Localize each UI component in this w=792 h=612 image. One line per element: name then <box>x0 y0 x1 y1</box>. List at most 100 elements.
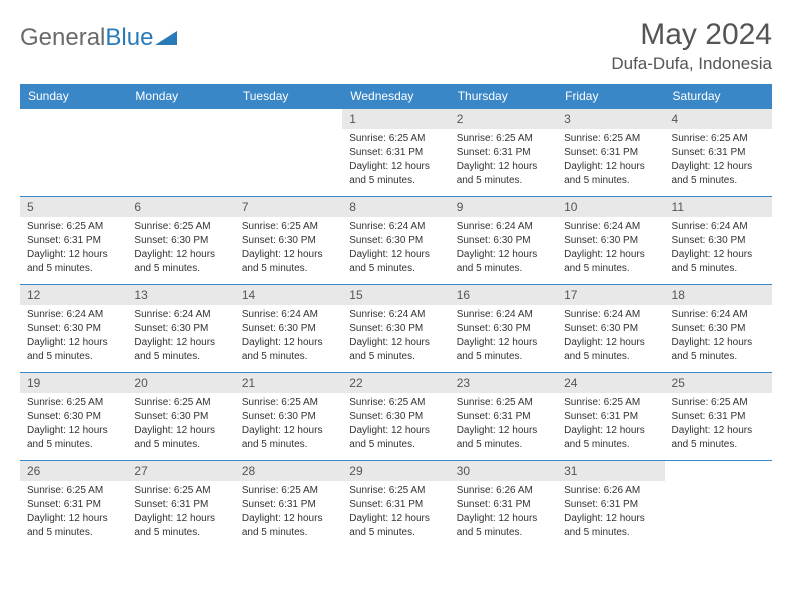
weekday-header-row: Sunday Monday Tuesday Wednesday Thursday… <box>20 84 772 108</box>
sunrise-text: Sunrise: 6:25 AM <box>672 132 765 146</box>
day-info: Sunrise: 6:25 AMSunset: 6:30 PMDaylight:… <box>342 393 449 452</box>
sunset-text: Sunset: 6:30 PM <box>672 234 765 248</box>
daylight-text: Daylight: 12 hours and 5 minutes. <box>672 336 765 364</box>
sunset-text: Sunset: 6:30 PM <box>242 234 335 248</box>
day-number: 17 <box>557 285 664 305</box>
day-info: Sunrise: 6:25 AMSunset: 6:30 PMDaylight:… <box>127 393 234 452</box>
daylight-text: Daylight: 12 hours and 5 minutes. <box>672 248 765 276</box>
calendar-day-cell: 23Sunrise: 6:25 AMSunset: 6:31 PMDayligh… <box>450 372 557 460</box>
day-info: Sunrise: 6:24 AMSunset: 6:30 PMDaylight:… <box>127 305 234 364</box>
day-info: Sunrise: 6:25 AMSunset: 6:31 PMDaylight:… <box>342 481 449 540</box>
daylight-text: Daylight: 12 hours and 5 minutes. <box>457 424 550 452</box>
calendar-day-cell: 16Sunrise: 6:24 AMSunset: 6:30 PMDayligh… <box>450 284 557 372</box>
header: GeneralBlue May 2024 Dufa-Dufa, Indonesi… <box>20 18 772 74</box>
sunset-text: Sunset: 6:30 PM <box>564 234 657 248</box>
sunset-text: Sunset: 6:31 PM <box>457 498 550 512</box>
day-info: Sunrise: 6:25 AMSunset: 6:31 PMDaylight:… <box>665 129 772 188</box>
calendar-day-cell: 20Sunrise: 6:25 AMSunset: 6:30 PMDayligh… <box>127 372 234 460</box>
day-info: Sunrise: 6:24 AMSunset: 6:30 PMDaylight:… <box>557 305 664 364</box>
weekday-header: Thursday <box>450 84 557 108</box>
sunset-text: Sunset: 6:30 PM <box>27 322 120 336</box>
day-number: 26 <box>20 461 127 481</box>
day-info: Sunrise: 6:25 AMSunset: 6:31 PMDaylight:… <box>557 129 664 188</box>
day-number: 13 <box>127 285 234 305</box>
daylight-text: Daylight: 12 hours and 5 minutes. <box>134 512 227 540</box>
calendar-day-cell: 6Sunrise: 6:25 AMSunset: 6:30 PMDaylight… <box>127 196 234 284</box>
weekday-header: Tuesday <box>235 84 342 108</box>
sunrise-text: Sunrise: 6:24 AM <box>134 308 227 322</box>
calendar-day-cell <box>20 108 127 196</box>
daylight-text: Daylight: 12 hours and 5 minutes. <box>564 248 657 276</box>
sunrise-text: Sunrise: 6:25 AM <box>564 396 657 410</box>
sunset-text: Sunset: 6:30 PM <box>564 322 657 336</box>
day-number: 4 <box>665 109 772 129</box>
sunrise-text: Sunrise: 6:25 AM <box>349 484 442 498</box>
sunrise-text: Sunrise: 6:25 AM <box>564 132 657 146</box>
sunset-text: Sunset: 6:31 PM <box>564 146 657 160</box>
calendar-day-cell <box>127 108 234 196</box>
day-info: Sunrise: 6:25 AMSunset: 6:31 PMDaylight:… <box>450 129 557 188</box>
calendar-day-cell: 19Sunrise: 6:25 AMSunset: 6:30 PMDayligh… <box>20 372 127 460</box>
day-number: 11 <box>665 197 772 217</box>
sunset-text: Sunset: 6:31 PM <box>242 498 335 512</box>
calendar-day-cell: 4Sunrise: 6:25 AMSunset: 6:31 PMDaylight… <box>665 108 772 196</box>
calendar-day-cell: 1Sunrise: 6:25 AMSunset: 6:31 PMDaylight… <box>342 108 449 196</box>
day-number: 6 <box>127 197 234 217</box>
calendar-day-cell: 21Sunrise: 6:25 AMSunset: 6:30 PMDayligh… <box>235 372 342 460</box>
daylight-text: Daylight: 12 hours and 5 minutes. <box>242 512 335 540</box>
sunrise-text: Sunrise: 6:25 AM <box>242 396 335 410</box>
sunset-text: Sunset: 6:30 PM <box>457 322 550 336</box>
day-info: Sunrise: 6:25 AMSunset: 6:31 PMDaylight:… <box>450 393 557 452</box>
weekday-header: Wednesday <box>342 84 449 108</box>
calendar-day-cell <box>235 108 342 196</box>
day-number: 20 <box>127 373 234 393</box>
calendar-day-cell: 11Sunrise: 6:24 AMSunset: 6:30 PMDayligh… <box>665 196 772 284</box>
daylight-text: Daylight: 12 hours and 5 minutes. <box>349 424 442 452</box>
daylight-text: Daylight: 12 hours and 5 minutes. <box>672 160 765 188</box>
sunset-text: Sunset: 6:30 PM <box>134 322 227 336</box>
day-info: Sunrise: 6:24 AMSunset: 6:30 PMDaylight:… <box>665 305 772 364</box>
weekday-header: Monday <box>127 84 234 108</box>
daylight-text: Daylight: 12 hours and 5 minutes. <box>349 336 442 364</box>
logo-text-blue: Blue <box>105 24 177 52</box>
calendar-week-row: 26Sunrise: 6:25 AMSunset: 6:31 PMDayligh… <box>20 460 772 548</box>
day-info: Sunrise: 6:25 AMSunset: 6:30 PMDaylight:… <box>20 393 127 452</box>
month-title: May 2024 <box>611 18 772 52</box>
sunrise-text: Sunrise: 6:24 AM <box>349 308 442 322</box>
day-info: Sunrise: 6:24 AMSunset: 6:30 PMDaylight:… <box>665 217 772 276</box>
calendar-day-cell: 8Sunrise: 6:24 AMSunset: 6:30 PMDaylight… <box>342 196 449 284</box>
calendar-week-row: 1Sunrise: 6:25 AMSunset: 6:31 PMDaylight… <box>20 108 772 196</box>
daylight-text: Daylight: 12 hours and 5 minutes. <box>349 160 442 188</box>
calendar-day-cell: 2Sunrise: 6:25 AMSunset: 6:31 PMDaylight… <box>450 108 557 196</box>
sunrise-text: Sunrise: 6:25 AM <box>457 132 550 146</box>
daylight-text: Daylight: 12 hours and 5 minutes. <box>564 424 657 452</box>
day-number: 8 <box>342 197 449 217</box>
daylight-text: Daylight: 12 hours and 5 minutes. <box>457 512 550 540</box>
title-block: May 2024 Dufa-Dufa, Indonesia <box>611 18 772 74</box>
sunset-text: Sunset: 6:31 PM <box>27 234 120 248</box>
daylight-text: Daylight: 12 hours and 5 minutes. <box>564 512 657 540</box>
calendar-day-cell: 24Sunrise: 6:25 AMSunset: 6:31 PMDayligh… <box>557 372 664 460</box>
daylight-text: Daylight: 12 hours and 5 minutes. <box>457 160 550 188</box>
sunset-text: Sunset: 6:30 PM <box>457 234 550 248</box>
sunset-text: Sunset: 6:30 PM <box>349 410 442 424</box>
sunset-text: Sunset: 6:31 PM <box>672 410 765 424</box>
calendar-day-cell: 7Sunrise: 6:25 AMSunset: 6:30 PMDaylight… <box>235 196 342 284</box>
sunset-text: Sunset: 6:30 PM <box>134 234 227 248</box>
daylight-text: Daylight: 12 hours and 5 minutes. <box>27 424 120 452</box>
calendar-day-cell: 17Sunrise: 6:24 AMSunset: 6:30 PMDayligh… <box>557 284 664 372</box>
calendar-day-cell: 31Sunrise: 6:26 AMSunset: 6:31 PMDayligh… <box>557 460 664 548</box>
sunrise-text: Sunrise: 6:25 AM <box>672 396 765 410</box>
calendar-day-cell: 28Sunrise: 6:25 AMSunset: 6:31 PMDayligh… <box>235 460 342 548</box>
day-number: 31 <box>557 461 664 481</box>
calendar-day-cell: 18Sunrise: 6:24 AMSunset: 6:30 PMDayligh… <box>665 284 772 372</box>
calendar-day-cell: 26Sunrise: 6:25 AMSunset: 6:31 PMDayligh… <box>20 460 127 548</box>
calendar-day-cell: 5Sunrise: 6:25 AMSunset: 6:31 PMDaylight… <box>20 196 127 284</box>
logo-triangle-icon <box>155 24 177 52</box>
sunrise-text: Sunrise: 6:25 AM <box>134 396 227 410</box>
sunrise-text: Sunrise: 6:24 AM <box>457 308 550 322</box>
sunset-text: Sunset: 6:31 PM <box>349 498 442 512</box>
daylight-text: Daylight: 12 hours and 5 minutes. <box>242 248 335 276</box>
daylight-text: Daylight: 12 hours and 5 minutes. <box>27 512 120 540</box>
sunrise-text: Sunrise: 6:25 AM <box>242 220 335 234</box>
